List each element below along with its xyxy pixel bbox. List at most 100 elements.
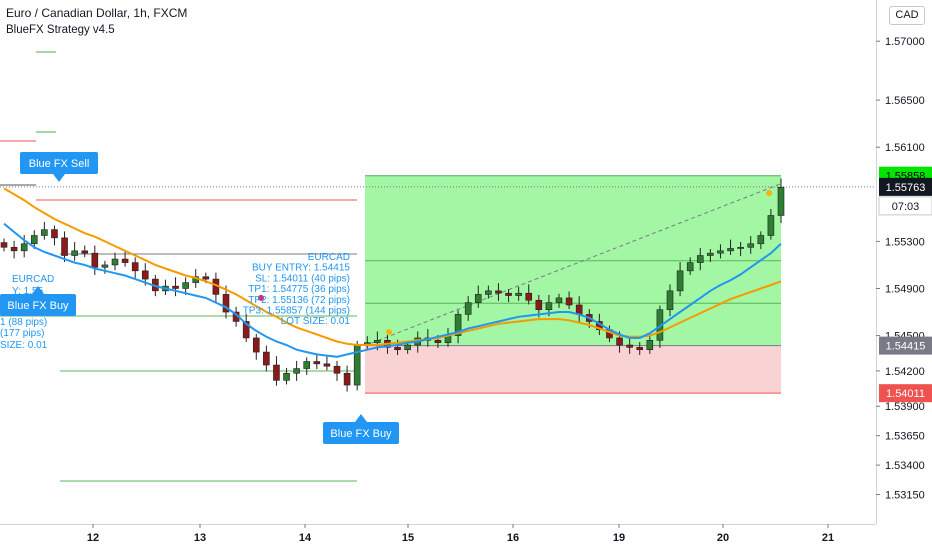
candle-body bbox=[474, 294, 482, 303]
trade-info-line: TP2: 1.55136 (72 pips) bbox=[248, 295, 350, 306]
candle-body bbox=[686, 262, 694, 272]
candle-body bbox=[343, 372, 351, 386]
candle-body bbox=[222, 294, 230, 313]
entry-marker-dot bbox=[386, 329, 392, 336]
price-tick-label: 1.56500 bbox=[885, 95, 925, 107]
price-tick-label: 1.55300 bbox=[885, 236, 925, 248]
buy-signal-bottom-box[interactable] bbox=[323, 422, 399, 444]
trade-info-line: TP3: 1.55857 (144 pips) bbox=[243, 306, 350, 317]
entry-price-tag-label: 1.54415 bbox=[886, 341, 926, 353]
time-tick-label: 20 bbox=[717, 532, 729, 544]
candle-body bbox=[10, 246, 18, 252]
sell-signal-box[interactable] bbox=[20, 152, 98, 174]
candle-body bbox=[273, 364, 280, 381]
loss-zone bbox=[365, 345, 781, 394]
candle-body bbox=[505, 292, 512, 296]
symbol-title: Euro / Canadian Dollar, 1h, FXCM bbox=[6, 6, 188, 20]
candle-body bbox=[545, 302, 553, 310]
candle-body bbox=[737, 246, 744, 249]
trade-info-partial: EURCAD bbox=[12, 274, 54, 285]
candle-body bbox=[283, 372, 290, 381]
candle-body bbox=[293, 368, 300, 374]
candle-body bbox=[263, 351, 270, 366]
time-tick-label: 12 bbox=[87, 532, 99, 544]
trade-info-line: BUY ENTRY: 1.54415 bbox=[252, 263, 350, 274]
candle-body bbox=[323, 363, 331, 367]
candle-body bbox=[616, 337, 623, 346]
candle-body bbox=[0, 242, 8, 248]
candle-body bbox=[121, 258, 129, 263]
candle-body bbox=[313, 361, 321, 365]
trade-info-line: LOT SIZE: 0.01 bbox=[281, 316, 351, 327]
time-tick-label: 14 bbox=[299, 532, 312, 544]
candle-body bbox=[485, 290, 492, 295]
trade-info-line: EURCAD bbox=[308, 252, 350, 263]
trade-info-partial: SIZE: 0.01 bbox=[0, 340, 48, 351]
candle-body bbox=[30, 235, 38, 245]
time-tick-label: 19 bbox=[613, 532, 625, 544]
time-tick-label: 21 bbox=[822, 532, 834, 544]
candle-body bbox=[676, 270, 684, 292]
price-tick-label: 1.53900 bbox=[885, 401, 925, 413]
countdown-tag-label: 07:03 bbox=[892, 201, 920, 213]
ma-slow-line bbox=[3, 187, 782, 346]
candle-body bbox=[777, 186, 785, 216]
candle-body bbox=[696, 255, 704, 263]
stop-loss-price-tag[interactable] bbox=[879, 384, 932, 403]
candle-body bbox=[727, 248, 734, 252]
candle-body bbox=[101, 264, 109, 268]
trade-path-line bbox=[364, 183, 782, 347]
countdown-tag[interactable] bbox=[878, 196, 932, 216]
candle-body bbox=[172, 285, 179, 289]
candle-body bbox=[565, 297, 573, 306]
candle-body bbox=[626, 344, 633, 348]
sell-signal-pointer bbox=[53, 174, 65, 182]
candle-body bbox=[51, 229, 58, 239]
sell-signal-label: Blue FX Sell bbox=[29, 158, 90, 170]
candle-body bbox=[515, 292, 522, 296]
candle-body bbox=[717, 250, 724, 254]
buy-signal-left-box[interactable] bbox=[0, 294, 76, 316]
candle-body bbox=[636, 347, 644, 351]
price-tick-label: 1.57000 bbox=[885, 36, 925, 48]
candle-body bbox=[71, 250, 78, 256]
price-axis-panel[interactable] bbox=[876, 0, 932, 550]
candle-body bbox=[41, 229, 48, 236]
currency-badge[interactable]: CAD bbox=[889, 6, 925, 25]
candle-body bbox=[404, 344, 411, 351]
time-tick-label: 13 bbox=[194, 532, 206, 544]
candle-body bbox=[666, 290, 674, 310]
candle-body bbox=[767, 215, 775, 236]
candle-body bbox=[535, 299, 543, 310]
trade-info-partial: Y: 1.55 bbox=[12, 286, 44, 297]
candle-body bbox=[141, 270, 149, 280]
trade-info-line: TP1: 1.54775 (36 pips) bbox=[248, 284, 350, 295]
candle-body bbox=[91, 252, 99, 268]
candle-body bbox=[646, 340, 654, 351]
candle-body bbox=[555, 297, 563, 303]
trade-info-line: SL: 1.54011 (40 pips) bbox=[255, 273, 350, 284]
candle-body bbox=[757, 235, 765, 245]
last-price-tag-label: 1.55763 bbox=[886, 182, 926, 194]
trade-info-partial: 1 (88 pips) bbox=[0, 317, 47, 328]
buy-signal-left-label: Blue FX Buy bbox=[7, 300, 69, 312]
candle-body bbox=[20, 243, 28, 252]
candle-body bbox=[333, 365, 341, 374]
candle-body bbox=[81, 250, 89, 254]
last-price-tag[interactable] bbox=[879, 177, 932, 196]
price-tick-label: 1.54900 bbox=[885, 283, 925, 295]
candle-body bbox=[374, 340, 381, 343]
candle-body bbox=[525, 292, 533, 301]
candle-body bbox=[202, 276, 210, 280]
price-tick-label: 1.53650 bbox=[885, 431, 925, 443]
entry-price-tag[interactable] bbox=[879, 336, 932, 355]
price-tick-label: 1.54200 bbox=[885, 366, 925, 378]
time-tick-label: 16 bbox=[507, 532, 519, 544]
ma-fast-line bbox=[3, 222, 782, 358]
candle-body bbox=[182, 282, 189, 289]
price-tick-label: 1.53400 bbox=[885, 460, 925, 472]
candle-body bbox=[252, 337, 260, 353]
exit-marker-dot bbox=[766, 190, 772, 197]
